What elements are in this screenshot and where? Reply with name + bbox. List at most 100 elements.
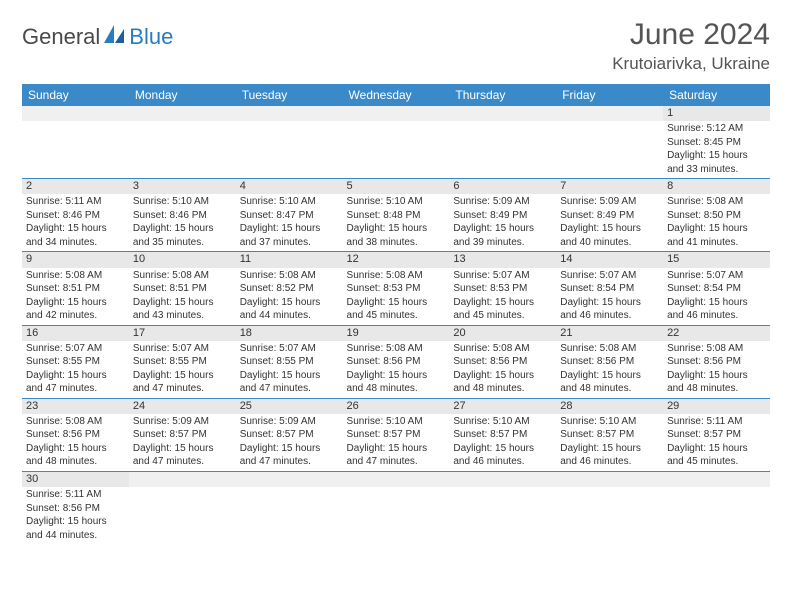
- logo-text-blue: Blue: [129, 24, 173, 50]
- day-info-line: Daylight: 15 hours: [453, 222, 552, 236]
- day-number: 11: [236, 252, 343, 268]
- day-info-line: Daylight: 15 hours: [240, 442, 339, 456]
- day-info-line: and 42 minutes.: [26, 309, 125, 323]
- day-cell: Sunrise: 5:08 AMSunset: 8:56 PMDaylight:…: [22, 414, 129, 472]
- day-info-line: Sunrise: 5:11 AM: [26, 195, 125, 209]
- day-info-line: Sunrise: 5:07 AM: [26, 342, 125, 356]
- week-row: Sunrise: 5:11 AMSunset: 8:46 PM Daylight:…: [22, 194, 770, 252]
- blank-cell: [556, 487, 663, 544]
- day-info-line: Sunset: 8:45 PM: [667, 136, 766, 150]
- day-cell: Sunrise: 5:09 AMSunset: 8:49 PMDaylight:…: [556, 194, 663, 252]
- day-info-line: Sunrise: 5:09 AM: [133, 415, 232, 429]
- day-cell: Sunrise: 5:08 AMSunset: 8:56 PMDaylight:…: [343, 341, 450, 399]
- week-row: Sunrise: 5:11 AMSunset: 8:56 PMDaylight:…: [22, 487, 770, 544]
- day-info-line: Sunrise: 5:08 AM: [26, 269, 125, 283]
- day-info-line: Sunset: 8:46 PM: [26, 209, 125, 223]
- day-info-line: Sunset: 8:56 PM: [26, 502, 125, 516]
- day-info-line: Sunrise: 5:08 AM: [347, 269, 446, 283]
- day-info-line: Sunrise: 5:08 AM: [667, 195, 766, 209]
- day-info-line: and 47 minutes.: [26, 382, 125, 396]
- day-info-line: Sunset: 8:57 PM: [347, 428, 446, 442]
- day-header: Friday: [556, 84, 663, 106]
- day-cell: Sunrise: 5:08 AMSunset: 8:53 PMDaylight:…: [343, 268, 450, 326]
- day-info-line: Daylight: 15 hours: [240, 369, 339, 383]
- day-number: [449, 471, 556, 487]
- day-info-line: Sunset: 8:57 PM: [133, 428, 232, 442]
- day-info-line: and 44 minutes.: [240, 309, 339, 323]
- day-info-line: Sunset: 8:57 PM: [667, 428, 766, 442]
- day-info-line: Sunrise: 5:10 AM: [453, 415, 552, 429]
- day-info-line: Daylight: 15 hours: [26, 369, 125, 383]
- day-header-row: Sunday Monday Tuesday Wednesday Thursday…: [22, 84, 770, 106]
- day-number: 13: [449, 252, 556, 268]
- day-info-line: Daylight: 15 hours: [560, 442, 659, 456]
- day-info-line: Sunrise: 5:08 AM: [560, 342, 659, 356]
- day-header: Wednesday: [343, 84, 450, 106]
- day-header: Monday: [129, 84, 236, 106]
- day-info-line: Sunset: 8:49 PM: [453, 209, 552, 223]
- day-info-line: Sunset: 8:54 PM: [560, 282, 659, 296]
- day-number: 27: [449, 398, 556, 414]
- day-info-line: and 37 minutes.: [240, 236, 339, 250]
- day-number: [556, 471, 663, 487]
- day-cell: Sunrise: 5:07 AMSunset: 8:55 PMDaylight:…: [129, 341, 236, 399]
- day-info-line: Sunset: 8:54 PM: [667, 282, 766, 296]
- blank-cell: [343, 487, 450, 544]
- day-number: [129, 106, 236, 121]
- day-number: 26: [343, 398, 450, 414]
- day-info-line: Sunset: 8:55 PM: [26, 355, 125, 369]
- day-number: [129, 471, 236, 487]
- day-cell: Sunrise: 5:10 AMSunset: 8:57 PMDaylight:…: [556, 414, 663, 472]
- day-info-line: Sunrise: 5:10 AM: [347, 415, 446, 429]
- day-info-line: Sunrise: 5:08 AM: [26, 415, 125, 429]
- day-info-line: Daylight: 15 hours: [240, 222, 339, 236]
- logo: General Blue: [22, 24, 173, 50]
- day-cell: Sunrise: 5:08 AMSunset: 8:52 PMDaylight:…: [236, 268, 343, 326]
- day-info-line: and 48 minutes.: [26, 455, 125, 469]
- day-info-line: Sunrise: 5:07 AM: [240, 342, 339, 356]
- day-info-line: Sunset: 8:51 PM: [133, 282, 232, 296]
- day-info-line: Sunset: 8:56 PM: [26, 428, 125, 442]
- day-info-line: Sunrise: 5:09 AM: [560, 195, 659, 209]
- week-row: Sunrise: 5:08 AMSunset: 8:51 PMDaylight:…: [22, 268, 770, 326]
- day-info-line: and 40 minutes.: [560, 236, 659, 250]
- blank-cell: [343, 121, 450, 179]
- day-info-line: and 48 minutes.: [347, 382, 446, 396]
- day-info-line: and 46 minutes.: [453, 455, 552, 469]
- day-number: 12: [343, 252, 450, 268]
- day-number: [343, 471, 450, 487]
- day-number: 18: [236, 325, 343, 341]
- day-info-line: Sunrise: 5:09 AM: [453, 195, 552, 209]
- day-cell: Sunrise: 5:12 AMSunset: 8:45 PMDaylight:…: [663, 121, 770, 179]
- day-info-line: and 48 minutes.: [560, 382, 659, 396]
- day-info-line: and 43 minutes.: [133, 309, 232, 323]
- day-cell: Sunrise: 5:07 AMSunset: 8:55 PMDaylight:…: [22, 341, 129, 399]
- day-number-row: 9101112131415: [22, 252, 770, 268]
- day-info-line: and 45 minutes.: [347, 309, 446, 323]
- day-info-line: Daylight: 15 hours: [133, 442, 232, 456]
- day-number: 9: [22, 252, 129, 268]
- day-info-line: and 35 minutes.: [133, 236, 232, 250]
- day-number: 19: [343, 325, 450, 341]
- day-info-line: and 45 minutes.: [453, 309, 552, 323]
- day-info-line: Daylight: 15 hours: [26, 296, 125, 310]
- day-number-row: 30: [22, 471, 770, 487]
- day-number: 1: [663, 106, 770, 121]
- day-cell: Sunrise: 5:11 AMSunset: 8:56 PMDaylight:…: [22, 487, 129, 544]
- day-cell: Sunrise: 5:07 AMSunset: 8:54 PMDaylight:…: [556, 268, 663, 326]
- blank-cell: [449, 121, 556, 179]
- day-number: 6: [449, 179, 556, 195]
- day-info-line: and 46 minutes.: [560, 309, 659, 323]
- day-cell: Sunrise: 5:10 AMSunset: 8:57 PMDaylight:…: [449, 414, 556, 472]
- day-info-line: Sunrise: 5:07 AM: [453, 269, 552, 283]
- day-info-line: Sunset: 8:51 PM: [26, 282, 125, 296]
- day-number-row: 16171819202122: [22, 325, 770, 341]
- day-info-line: and 48 minutes.: [667, 382, 766, 396]
- day-info-line: Sunrise: 5:10 AM: [240, 195, 339, 209]
- day-number: 24: [129, 398, 236, 414]
- day-info-line: Sunrise: 5:07 AM: [560, 269, 659, 283]
- day-info-line: Sunset: 8:57 PM: [453, 428, 552, 442]
- blank-cell: [556, 121, 663, 179]
- day-info-line: Sunrise: 5:12 AM: [667, 122, 766, 136]
- day-info-line: Sunrise: 5:09 AM: [240, 415, 339, 429]
